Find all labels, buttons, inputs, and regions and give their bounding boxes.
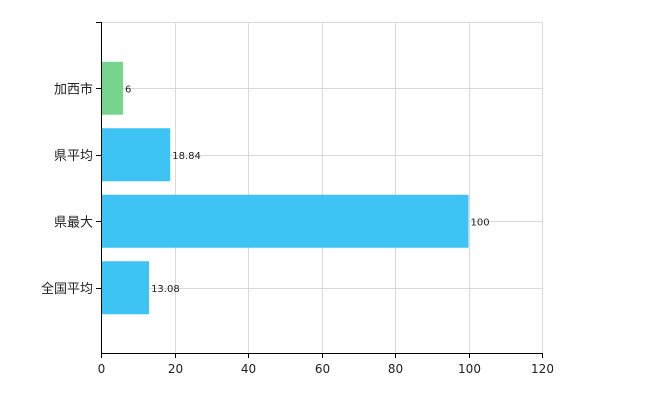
y-tick-label: 県平均 <box>54 149 93 164</box>
bar <box>102 194 469 248</box>
x-tick-label: 20 <box>168 362 183 376</box>
y-tick-label: 県最大 <box>54 215 93 230</box>
x-tick-label: 120 <box>531 362 554 376</box>
data-label: 18.84 <box>172 151 201 162</box>
x-tick-label: 80 <box>388 362 403 376</box>
x-tick-label: 60 <box>315 362 330 376</box>
y-tick-label: 全国平均 <box>41 281 93 297</box>
data-label: 6 <box>125 84 131 95</box>
bar <box>102 261 150 315</box>
bar <box>102 128 171 182</box>
data-label: 100 <box>471 217 490 228</box>
x-tick-label: 100 <box>458 362 481 376</box>
bar <box>102 61 124 115</box>
y-tick-label: 加西市 <box>54 81 93 97</box>
bars <box>102 61 469 315</box>
x-tick-label: 40 <box>241 362 256 376</box>
data-label: 13.08 <box>151 284 180 295</box>
x-tick-label: 0 <box>98 362 106 376</box>
gridlines <box>101 22 543 353</box>
axes <box>96 22 543 358</box>
labels: 0 20 40 60 80 100 120 6 加西市 18.84 県平均 100 県最大 13.08 全国… <box>41 81 554 376</box>
